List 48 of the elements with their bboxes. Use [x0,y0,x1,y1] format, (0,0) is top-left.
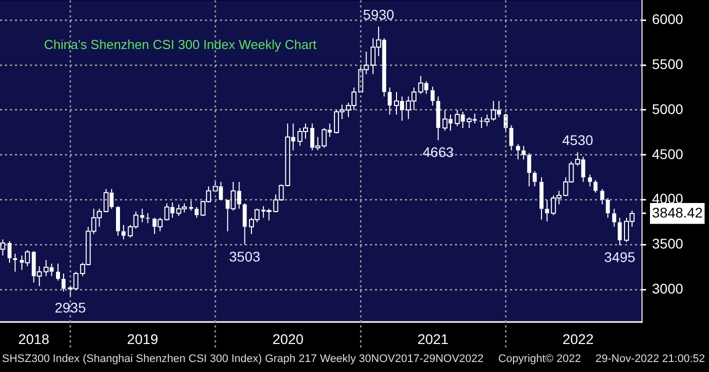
y-tick-label: 3848.42 [652,204,703,220]
y-tick-label: 5500 [652,56,684,72]
candlestick [122,224,126,240]
annotation: 2935 [54,299,86,316]
candlestick [516,144,520,160]
candlestick [430,86,435,106]
x-tick-label: 2019 [127,330,158,347]
text: Copyright© 2022 [498,353,581,365]
candlestick [242,202,247,245]
candlestick [532,170,537,187]
y-tick-label: 4500 [652,146,684,162]
text: SHSZ300 Index (Shanghai Shenzhen CSI 300 Index) Graph 217 Weekly 30NOV2017-29NOV2022 [2,353,484,365]
x-tick-label: 2022 [562,330,594,347]
candlestick [527,152,532,187]
candlestick [194,206,199,218]
annotation: 3495 [604,249,636,266]
candlestick [618,217,622,246]
candlestick [612,208,616,228]
candlestick [0,238,6,256]
y-tick-label: 5000 [652,100,684,117]
x-tick-label: 2020 [272,330,304,347]
candlestick [189,200,194,212]
text: 29-Nov-2022 21:00:52 [596,353,705,365]
annotation: 5930 [363,6,394,22]
candlestick [8,240,12,264]
annotation: 4663 [422,144,454,160]
annotation: 4530 [562,132,594,148]
y-tick-label: 6000 [652,11,684,28]
candlestick [588,174,592,187]
candlestick [539,176,544,220]
candlestick [56,263,60,282]
candlestick [62,272,66,292]
candlestick [522,145,526,160]
candlestick [600,188,604,205]
candlestick [388,87,392,115]
y-tick-label: 3000 [652,280,684,297]
text: China's Shenzhen CSI 300 Index Weekly Chart [44,36,317,52]
candlestick [606,198,610,218]
candlestick [594,180,598,194]
candlestick [436,96,440,141]
y-tick-label: 3500 [652,236,684,252]
candlestick [545,199,550,222]
x-tick-label: 2021 [417,330,449,347]
candlestick [116,206,120,236]
candlestick [13,253,18,272]
annotation: 3503 [229,248,261,264]
x-tick-label: 2018 [18,330,50,347]
candlestick [509,124,514,151]
